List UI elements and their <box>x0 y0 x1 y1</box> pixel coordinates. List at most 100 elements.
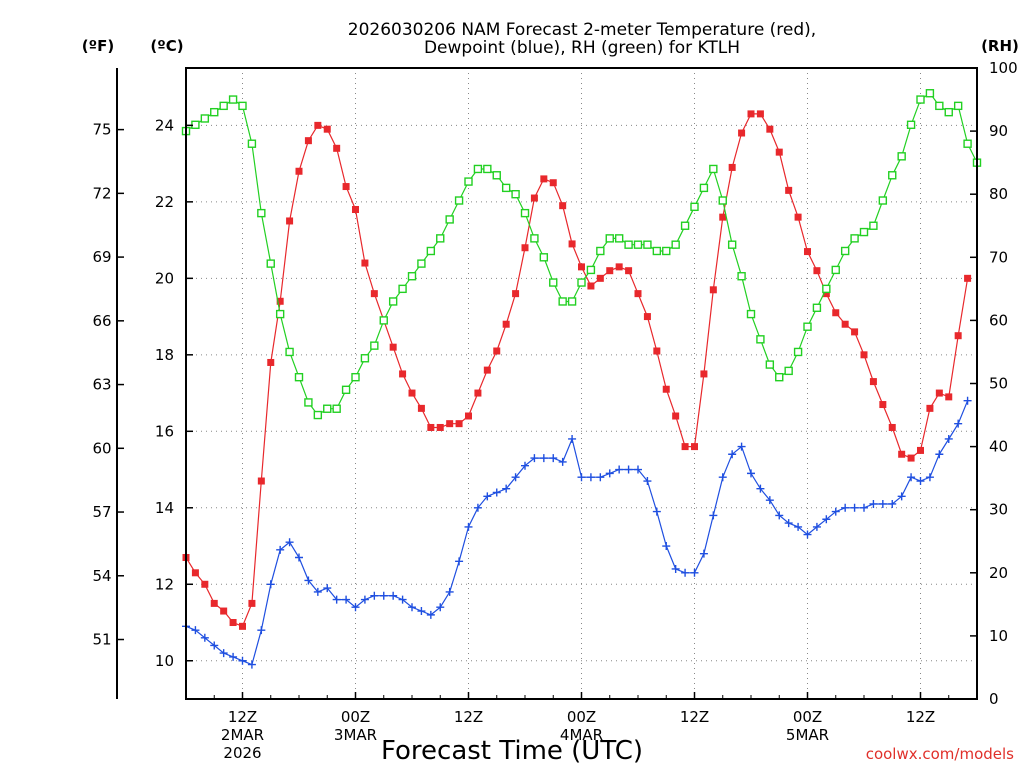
rh-point <box>680 221 690 230</box>
rh-point <box>633 240 643 249</box>
temperature-point <box>785 186 793 194</box>
temperature-point <box>559 202 567 210</box>
temperature-point <box>964 274 972 282</box>
rh-tick-label: 50 <box>989 375 1008 393</box>
temperature-point <box>672 412 680 420</box>
chart-title-line-1: 2026030206 NAM Forecast 2-meter Temperat… <box>348 20 816 40</box>
rh-point <box>558 297 567 306</box>
temperature-point <box>323 125 331 133</box>
rh-point <box>285 347 294 357</box>
temperature-point <box>427 423 435 431</box>
temperature-point <box>794 213 802 221</box>
dewpoint-point <box>313 587 322 596</box>
rh-point <box>398 284 407 294</box>
dewpoint-point <box>426 610 435 619</box>
rh-tick-label: 20 <box>989 564 1008 582</box>
fahrenheit-tick-label: 51 <box>92 631 111 649</box>
x-tick-label: 12Z <box>454 708 483 726</box>
rh-point <box>332 404 341 413</box>
temperature-point <box>201 580 209 588</box>
temperature-point <box>314 121 322 129</box>
rh-point <box>624 240 633 249</box>
rh-point <box>464 177 473 186</box>
rh-tick-label: 40 <box>989 438 1008 456</box>
dewpoint-point <box>737 442 746 451</box>
x-tick-label: 2026 <box>223 744 261 762</box>
rh-tick-label: 100 <box>989 59 1018 77</box>
rh-point <box>614 234 624 243</box>
fahrenheit-tick-label: 54 <box>92 567 111 585</box>
dewpoint-point <box>935 450 944 459</box>
temperature-point <box>521 244 529 252</box>
fahrenheit-tick-label: 63 <box>92 376 111 394</box>
temperature-point <box>220 607 228 615</box>
temperature-point <box>389 343 397 351</box>
temperature-point <box>756 110 764 118</box>
temperature-point <box>738 129 746 137</box>
celsius-tick-label: 22 <box>155 193 174 211</box>
dewpoint-point <box>492 488 501 497</box>
rh-point <box>737 272 746 281</box>
dewpoint-point <box>511 473 520 482</box>
temperature-point <box>700 370 708 378</box>
x-tick-label: 12Z <box>906 708 935 726</box>
dewpoint-point <box>878 499 887 508</box>
rh-unit-label: (RH) <box>981 37 1019 55</box>
temperature-point <box>446 420 454 428</box>
x-tick-label: 5MAR <box>786 726 829 744</box>
dewpoint-point <box>200 633 209 642</box>
dewpoint-point <box>436 603 445 612</box>
rh-point <box>775 372 784 382</box>
temperature-point <box>766 125 774 133</box>
dewpoint-point <box>954 419 963 428</box>
x-tick-label: 00Z <box>793 708 822 726</box>
temperature-point <box>210 599 218 607</box>
rh-series <box>181 89 982 420</box>
temperature-point <box>775 148 783 156</box>
rh-point <box>567 297 577 306</box>
rh-point <box>916 95 925 104</box>
rh-point <box>520 208 530 218</box>
rh-point <box>275 309 285 319</box>
dewpoint-series <box>182 396 972 669</box>
dewpoint-point <box>586 473 595 482</box>
rh-point <box>831 265 840 275</box>
dewpoint-point <box>605 469 614 478</box>
dewpoint-point <box>464 522 473 531</box>
temperature-point <box>474 389 482 397</box>
rh-tick-label: 90 <box>989 122 1008 140</box>
dewpoint-point <box>191 626 200 635</box>
rh-point <box>690 202 699 212</box>
dewpoint-line <box>185 400 969 666</box>
rh-point <box>727 240 737 249</box>
fahrenheit-tick-label: 57 <box>92 503 111 521</box>
dewpoint-point <box>718 473 727 482</box>
rh-point <box>501 183 511 193</box>
dewpoint-point <box>445 587 454 596</box>
rh-point <box>210 107 219 117</box>
dewpoint-point <box>662 542 671 551</box>
dewpoint-point <box>690 568 699 577</box>
rh-point <box>793 347 803 357</box>
rh-point <box>756 335 765 344</box>
rh-point <box>379 316 388 325</box>
rh-point <box>765 360 775 369</box>
celsius-unit-label: (ºC) <box>150 37 183 55</box>
rh-point <box>652 246 662 256</box>
temperature-point <box>399 370 407 378</box>
dewpoint-point <box>549 454 558 463</box>
temperature-point <box>276 297 284 305</box>
temperature-point <box>455 420 463 428</box>
dewpoint-point <box>257 626 266 635</box>
rh-point <box>426 246 436 256</box>
dewpoint-point <box>765 496 774 505</box>
celsius-tick-label: 18 <box>155 346 174 364</box>
temperature-point <box>747 110 755 118</box>
dewpoint-point <box>944 434 953 443</box>
rh-point <box>200 114 210 123</box>
x-tick-label: 00Z <box>567 708 596 726</box>
dewpoint-point <box>652 507 661 516</box>
x-tick-label: 3MAR <box>334 726 377 744</box>
dewpoint-point <box>643 477 652 486</box>
